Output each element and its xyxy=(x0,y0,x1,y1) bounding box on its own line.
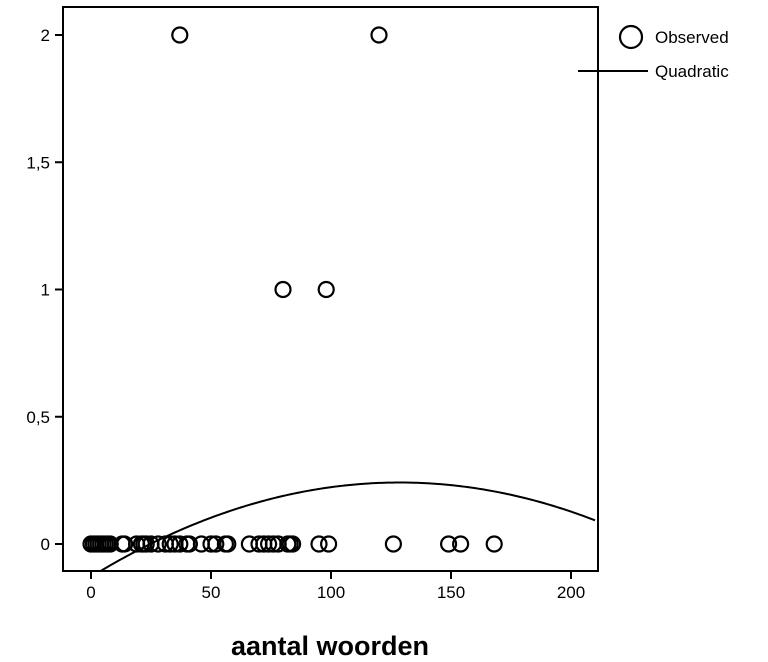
observed-point xyxy=(171,26,189,44)
y-tick-label: 0 xyxy=(41,535,50,554)
observed-point xyxy=(180,535,198,553)
x-tick-label: 0 xyxy=(86,583,95,602)
x-axis-label: aantal woorden xyxy=(231,631,429,661)
legend-quadratic-label: Quadratic xyxy=(655,62,729,81)
observed-point xyxy=(284,535,302,553)
observed-point xyxy=(485,535,503,553)
observed-point xyxy=(219,535,237,553)
observed-point xyxy=(440,535,458,553)
observed-point xyxy=(207,535,225,553)
observed-point xyxy=(370,26,388,44)
observed-point xyxy=(310,535,328,553)
legend-observed-label: Observed xyxy=(655,28,729,47)
observed-point xyxy=(171,535,189,553)
y-tick-label: 1,5 xyxy=(26,153,50,172)
y-tick-label: 1 xyxy=(41,281,50,300)
fit-line-group xyxy=(98,481,596,571)
observed-point xyxy=(384,535,402,553)
legend-observed-symbol xyxy=(618,24,644,50)
y-tick-label: 2 xyxy=(41,26,50,45)
observed-point xyxy=(320,535,338,553)
x-tick-label: 50 xyxy=(202,583,221,602)
data-points xyxy=(82,26,503,553)
observed-point xyxy=(260,535,278,553)
x-tick-label: 100 xyxy=(317,583,345,602)
observed-point xyxy=(452,535,470,553)
observed-point xyxy=(161,535,179,553)
legend: Observed Quadratic xyxy=(578,24,729,81)
x-tick-label: 200 xyxy=(557,583,585,602)
axes: 0 0,5 1 1,5 2 0 50 100 150 200 xyxy=(26,26,585,602)
quadratic-fit-line xyxy=(98,481,596,571)
x-tick-label: 150 xyxy=(437,583,465,602)
y-tick-label: 0,5 xyxy=(26,408,50,427)
observed-point xyxy=(317,280,335,299)
observed-point xyxy=(115,535,134,553)
observed-point xyxy=(137,535,155,553)
observed-point xyxy=(274,280,292,299)
